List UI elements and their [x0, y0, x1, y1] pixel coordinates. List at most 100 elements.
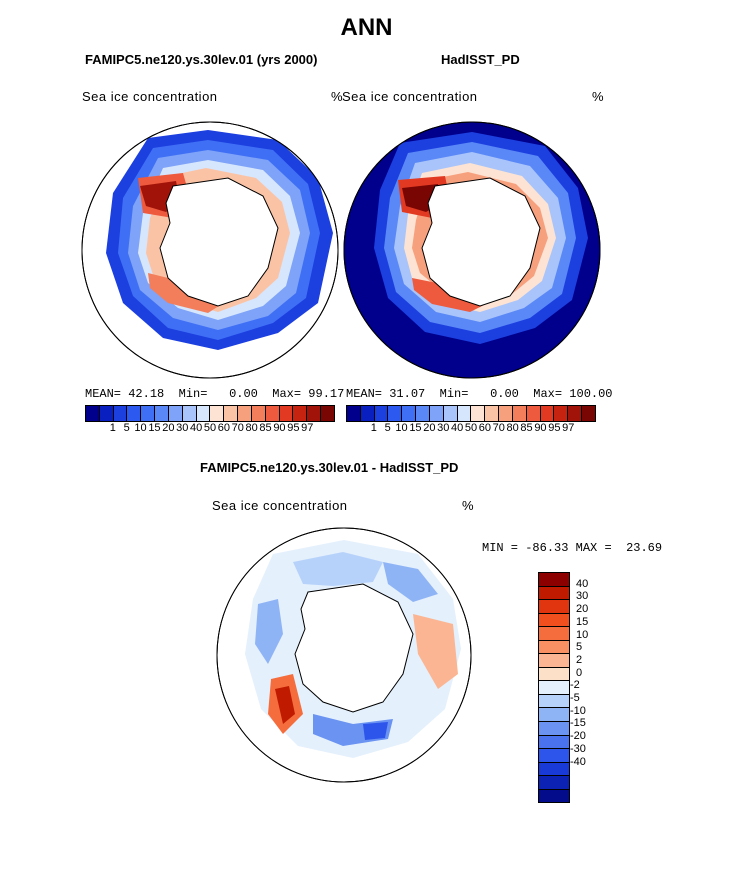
colorbar-swatch	[416, 406, 430, 421]
colorbar-tick-label: 2	[576, 653, 583, 666]
colorbar-tick-label: 20	[162, 422, 175, 434]
colorbar-swatch	[539, 789, 569, 803]
model-stats: MEAN= 42.18 Min= 0.00 Max= 99.17	[85, 387, 345, 401]
colorbar-swatch	[457, 406, 472, 421]
colorbar-tick-label: -5	[570, 692, 580, 705]
colorbar-swatch	[182, 406, 197, 421]
colorbar-tick-label: 95	[548, 422, 561, 434]
colorbar-tick-label: 50	[464, 422, 478, 434]
colorbar-tick-label: 40	[189, 422, 203, 434]
colorbar-tick-label: -30	[570, 742, 586, 755]
colorbar-swatch	[539, 667, 569, 682]
colorbar-swatch	[265, 406, 280, 421]
colorbar-swatch	[539, 654, 569, 668]
colorbar-swatch	[539, 573, 569, 587]
colorbar-swatch	[526, 406, 541, 421]
obs-variable-label: Sea ice concentration	[342, 89, 478, 104]
obs-colorbar: 1 5 10 15 20 30 40 50 60 70 80 85 90 95 97	[346, 405, 596, 436]
model-colorbar: 1 5 10 15 20 30 40 50 60 70 80 85 90 95 97	[85, 405, 335, 436]
colorbar-tick-label: 60	[478, 422, 491, 434]
colorbar-tick-label: 0	[576, 666, 583, 679]
colorbar-tick-label: 30	[437, 422, 450, 434]
colorbar-tick-label: 10	[134, 422, 147, 434]
colorbar-tick-label: 40	[576, 577, 589, 590]
colorbar-swatch	[360, 406, 375, 421]
colorbar-swatch	[512, 406, 527, 421]
colorbar-tick-label: 90	[273, 422, 286, 434]
diff-colorbar-labels: 40 30 20 15 10 5 2 0 -2 -5 -10 -15 -20 -30 -40	[570, 572, 614, 788]
colorbar-swatch	[196, 406, 211, 421]
colorbar-swatch	[539, 640, 569, 655]
colorbar-tick-label: 80	[245, 422, 258, 434]
colorbar-tick-label: 50	[203, 422, 217, 434]
obs-stats: MEAN= 31.07 Min= 0.00 Max= 100.00	[346, 387, 613, 401]
colorbar-tick-label: 70	[231, 422, 244, 434]
colorbar-swatch	[499, 406, 513, 421]
colorbar-tick-label: 90	[534, 422, 547, 434]
colorbar-tick-label: -20	[570, 730, 586, 743]
colorbar-swatch	[485, 406, 500, 421]
colorbar-swatch	[539, 681, 569, 695]
colorbar-swatch	[113, 406, 128, 421]
colorbar-tick-label: -40	[570, 755, 586, 768]
colorbar-tick-label: 80	[506, 422, 519, 434]
colorbar-swatch	[293, 406, 308, 421]
colorbar-tick-label: 1	[370, 422, 377, 434]
colorbar-swatch	[238, 406, 252, 421]
colorbar-swatch	[347, 406, 361, 421]
colorbar-swatch	[374, 406, 389, 421]
colorbar-swatch	[127, 406, 142, 421]
colorbar-swatch	[471, 406, 486, 421]
colorbar-swatch	[539, 613, 569, 628]
colorbar-tick-label: 70	[492, 422, 505, 434]
colorbar-tick-label: 5	[123, 422, 130, 434]
colorbar-swatch	[539, 722, 569, 736]
colorbar-tick-label: -2	[570, 679, 580, 692]
diff-title: FAMIPC5.ne120.ys.30lev.01 - HadISST_PD	[200, 460, 459, 475]
colorbar-swatch	[99, 406, 114, 421]
colorbar-tick-label: 85	[520, 422, 533, 434]
colorbar-tick-label: 30	[576, 590, 589, 603]
obs-case-title: HadISST_PD	[441, 52, 520, 67]
colorbar-swatch	[539, 776, 569, 790]
colorbar-swatch	[155, 406, 169, 421]
colorbar-swatch	[210, 406, 225, 421]
colorbar-swatch	[539, 627, 569, 641]
colorbar-swatch	[388, 406, 403, 421]
model-sea-ice-map	[81, 121, 339, 379]
colorbar-swatch	[224, 406, 239, 421]
figure-title: ANN	[340, 14, 393, 41]
colorbar-tick-label: 20	[423, 422, 436, 434]
model-units-label: %	[331, 89, 344, 104]
colorbar-swatch	[141, 406, 156, 421]
colorbar-swatch	[539, 735, 569, 750]
diff-sea-ice-map	[216, 527, 472, 783]
colorbar-tick-label: -15	[570, 717, 586, 730]
colorbar-tick-label: 10	[576, 628, 589, 641]
colorbar-tick-label: 1	[109, 422, 116, 434]
colorbar-swatch	[251, 406, 266, 421]
colorbar-tick-label: 97	[301, 422, 314, 434]
colorbar-tick-label: 30	[176, 422, 189, 434]
colorbar-swatch	[429, 406, 444, 421]
model-variable-label: Sea ice concentration	[82, 89, 218, 104]
colorbar-swatch	[402, 406, 417, 421]
colorbar-swatch	[539, 600, 569, 614]
colorbar-swatch	[539, 762, 569, 777]
colorbar-swatch	[279, 406, 294, 421]
colorbar-tick-label: 60	[217, 422, 230, 434]
colorbar-tick-label: 15	[148, 422, 161, 434]
colorbar-tick-label: 95	[287, 422, 300, 434]
obs-units-label: %	[592, 89, 605, 104]
colorbar-swatch	[539, 708, 569, 723]
colorbar-tick-label: 15	[576, 615, 589, 628]
colorbar-tick-label: 15	[409, 422, 422, 434]
colorbar-swatch	[554, 406, 569, 421]
colorbar-swatch	[86, 406, 100, 421]
colorbar-swatch	[539, 694, 569, 709]
colorbar-tick-label: 85	[259, 422, 272, 434]
colorbar-tick-label: 10	[395, 422, 408, 434]
colorbar-tick-label: 97	[562, 422, 575, 434]
colorbar-swatch	[539, 749, 569, 763]
colorbar-swatch	[568, 406, 583, 421]
